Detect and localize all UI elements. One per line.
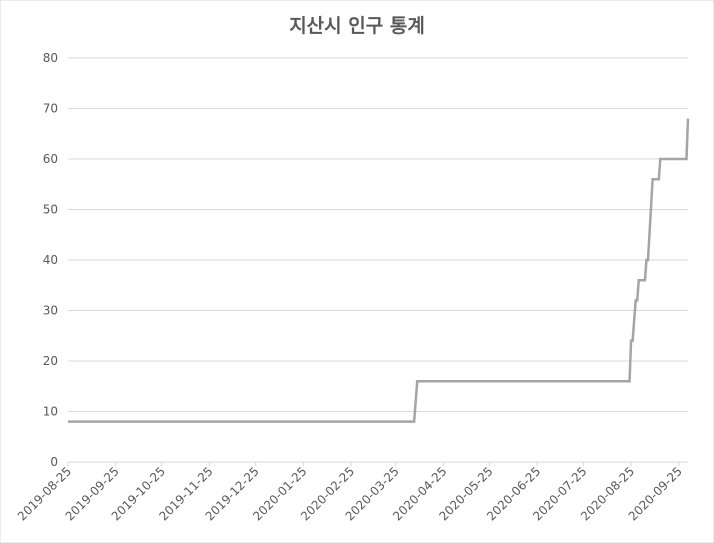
y-tick-label: 30 — [43, 304, 58, 318]
y-tick-label: 0 — [50, 455, 58, 469]
y-tick-label: 60 — [43, 152, 58, 166]
line-series — [68, 118, 690, 423]
y-tick-label: 40 — [43, 253, 58, 267]
y-tick-label: 70 — [43, 102, 58, 116]
y-tick-label: 10 — [43, 405, 58, 419]
y-tick-label: 80 — [43, 51, 58, 65]
chart-title: 지산시 인구 통계 — [289, 15, 425, 37]
y-tick-label: 50 — [43, 203, 58, 217]
y-tick-label: 20 — [43, 354, 58, 368]
